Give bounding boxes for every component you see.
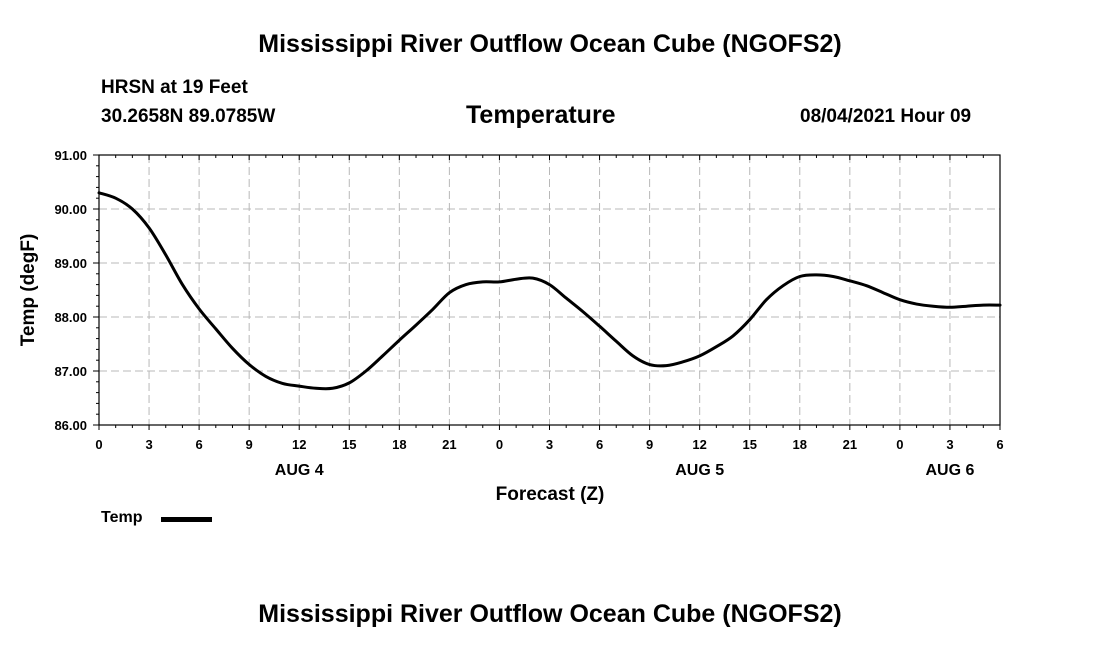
y-tick-label: 87.00 xyxy=(54,364,87,379)
series-group xyxy=(97,191,1002,391)
grid-lines xyxy=(99,155,1000,425)
x-axis-label: Forecast (Z) xyxy=(496,484,605,505)
day-label: AUG 5 xyxy=(675,462,724,479)
y-tick-label: 86.00 xyxy=(54,418,87,433)
plot-frame xyxy=(98,154,1001,426)
day-label: AUG 4 xyxy=(275,462,324,479)
x-tick-label: 3 xyxy=(145,437,152,452)
x-tick-label: 21 xyxy=(843,437,857,452)
station-label: HRSN at 19 Feet xyxy=(101,77,248,98)
x-tick-label: 21 xyxy=(442,437,456,452)
footer-title: Mississippi River Outflow Ocean Cube (NG… xyxy=(258,600,842,628)
y-tick-label: 91.00 xyxy=(54,148,87,163)
x-tick-label: 6 xyxy=(195,437,202,452)
x-tick-labels: 0 3 6 9 12 15 18 21 0 3 6 9 12 15 18 21 0 3 6 xyxy=(95,437,1003,452)
x-tick-label: 6 xyxy=(996,437,1003,452)
temp-series-line xyxy=(97,191,1002,391)
x-tick-label: 0 xyxy=(896,437,903,452)
forecast-datetime: 08/04/2021 Hour 09 xyxy=(800,106,972,127)
x-tick-label: 12 xyxy=(292,437,306,452)
plot-title: Temperature xyxy=(466,101,616,129)
day-labels: AUG 4 AUG 5 AUG 6 xyxy=(275,462,975,479)
x-tick-label: 18 xyxy=(392,437,406,452)
x-tick-label: 12 xyxy=(692,437,706,452)
x-tick-label: 3 xyxy=(546,437,553,452)
day-label: AUG 6 xyxy=(925,462,974,479)
x-tick-label: 15 xyxy=(742,437,756,452)
y-axis-label: Temp (degF) xyxy=(18,234,39,347)
axis-ticks xyxy=(93,154,1001,430)
legend-swatch-temp xyxy=(161,517,212,522)
x-tick-label: 3 xyxy=(946,437,953,452)
y-tick-label: 88.00 xyxy=(54,310,87,325)
y-tick-label: 90.00 xyxy=(54,202,87,217)
x-tick-label: 15 xyxy=(342,437,356,452)
x-tick-label: 0 xyxy=(95,437,102,452)
station-coordinates: 30.2658N 89.0785W xyxy=(101,106,276,127)
y-tick-label: 89.00 xyxy=(54,256,87,271)
x-tick-label: 18 xyxy=(793,437,807,452)
legend-label-temp: Temp xyxy=(101,509,143,526)
x-tick-label: 0 xyxy=(496,437,503,452)
chart-title: Mississippi River Outflow Ocean Cube (NG… xyxy=(258,30,842,58)
x-tick-label: 9 xyxy=(246,437,253,452)
x-tick-label: 6 xyxy=(596,437,603,452)
x-tick-label: 9 xyxy=(646,437,653,452)
y-tick-labels: 86.00 87.00 88.00 89.00 90.00 91.00 xyxy=(54,148,87,433)
